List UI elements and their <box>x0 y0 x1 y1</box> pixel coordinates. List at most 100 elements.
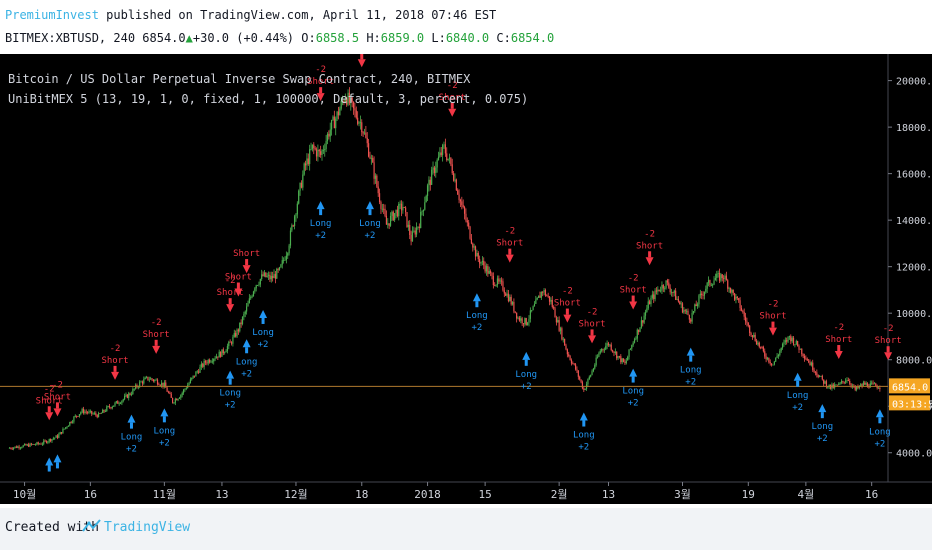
candle-body <box>458 194 460 200</box>
candle-body <box>692 311 695 313</box>
candle-body <box>472 243 474 248</box>
candle-body <box>151 378 153 380</box>
chart-area[interactable]: Short -2 Short -2 Short -2 Short -2 Long +2 Long +2… <box>0 31 932 504</box>
candle-body <box>333 116 335 129</box>
candle-body <box>274 274 277 279</box>
candle-body <box>642 320 644 323</box>
candle-body <box>754 334 756 341</box>
candle-body <box>339 108 341 116</box>
x-tick-label: 10월 <box>13 488 36 501</box>
long-arrow-icon <box>242 339 251 348</box>
candle-body <box>102 409 104 414</box>
long-arrow-icon <box>368 209 372 216</box>
candle-body <box>572 363 574 365</box>
candle-body <box>381 208 383 210</box>
candle-body <box>269 274 271 280</box>
candle-body <box>70 421 72 423</box>
candle-body <box>606 343 608 347</box>
candle-body <box>603 349 605 351</box>
candle-body <box>817 374 819 378</box>
candle-body <box>237 329 239 332</box>
candle-body <box>45 440 48 443</box>
short-arrow-icon <box>245 259 249 266</box>
candle-body <box>180 395 182 398</box>
short-label: Short <box>554 299 581 309</box>
y-tick-label: 4000.0 <box>896 449 932 460</box>
last-price: 6854.0 <box>142 31 186 45</box>
candle-body <box>385 215 388 225</box>
candle-body <box>473 246 475 248</box>
candle-body <box>485 266 488 272</box>
short-label: Short <box>620 286 647 296</box>
candle-body <box>788 336 791 337</box>
candle-body <box>152 379 155 381</box>
short-arrow-icon <box>629 301 638 310</box>
candle-body <box>218 351 220 358</box>
candle-body <box>28 444 30 447</box>
candle-body <box>507 293 510 302</box>
candle-body <box>292 225 294 227</box>
candle-body <box>632 342 634 346</box>
candle-body <box>601 349 603 351</box>
candle-body <box>584 388 586 390</box>
candle-body <box>801 348 803 355</box>
candle-body <box>85 411 87 413</box>
candle-body <box>613 351 615 354</box>
candle-body <box>690 319 692 322</box>
candle-body <box>174 399 176 403</box>
candle-body <box>594 365 596 369</box>
countdown-tag <box>889 395 930 411</box>
candle-body <box>653 294 655 300</box>
candle-body <box>405 207 407 213</box>
candle-body <box>88 411 90 413</box>
x-tick-label: 2월 <box>551 488 568 501</box>
candle-body <box>562 338 564 340</box>
candle-body <box>610 344 612 351</box>
long-arrow-icon <box>316 201 325 210</box>
high-label: H: <box>366 31 381 45</box>
candle-body <box>431 169 433 185</box>
price-chart[interactable]: Short-2Short-2Short-2Short-2Long+2Long+2… <box>0 31 932 504</box>
candle-body <box>355 110 357 118</box>
short-value: -2 <box>587 307 598 317</box>
short-arrow-icon <box>55 402 59 409</box>
candle-body <box>156 379 159 385</box>
candle-body <box>230 342 233 344</box>
x-tick-label: 3월 <box>674 488 691 501</box>
candle-body <box>331 120 333 130</box>
long-arrow-icon <box>261 317 265 324</box>
candle-body <box>392 211 394 221</box>
candle-body <box>465 213 467 221</box>
candle-body <box>729 287 732 293</box>
candle-body <box>311 144 314 150</box>
candle-body <box>299 182 301 191</box>
candle-body <box>239 322 241 332</box>
long-value: +2 <box>521 382 532 392</box>
candle-body <box>539 295 541 298</box>
candle-body <box>701 293 703 295</box>
candle-body <box>62 428 64 434</box>
candle-body <box>602 349 604 350</box>
candle-body <box>555 317 557 323</box>
long-value: +2 <box>241 369 252 379</box>
y-tick-label: 16000.0 <box>896 170 932 181</box>
candle-body <box>795 341 797 345</box>
long-arrow-icon <box>875 409 884 418</box>
tradingview-brand-link[interactable]: TradingView <box>104 520 191 535</box>
candle-body <box>762 347 764 352</box>
candle-body <box>351 97 353 102</box>
long-label: Long <box>680 366 702 376</box>
candle-body <box>58 434 60 438</box>
candle-body <box>104 410 107 412</box>
short-value: -2 <box>151 318 162 328</box>
candle-body <box>18 446 20 449</box>
candle-body <box>414 230 416 235</box>
candle-body <box>651 294 653 298</box>
candle-body <box>658 289 660 291</box>
candle-body <box>121 400 123 404</box>
candle-body <box>639 327 641 333</box>
candle-body <box>720 274 722 281</box>
candle-body <box>291 225 293 231</box>
publisher-link[interactable]: PremiumInvest <box>5 8 99 22</box>
candle-body <box>165 382 167 388</box>
